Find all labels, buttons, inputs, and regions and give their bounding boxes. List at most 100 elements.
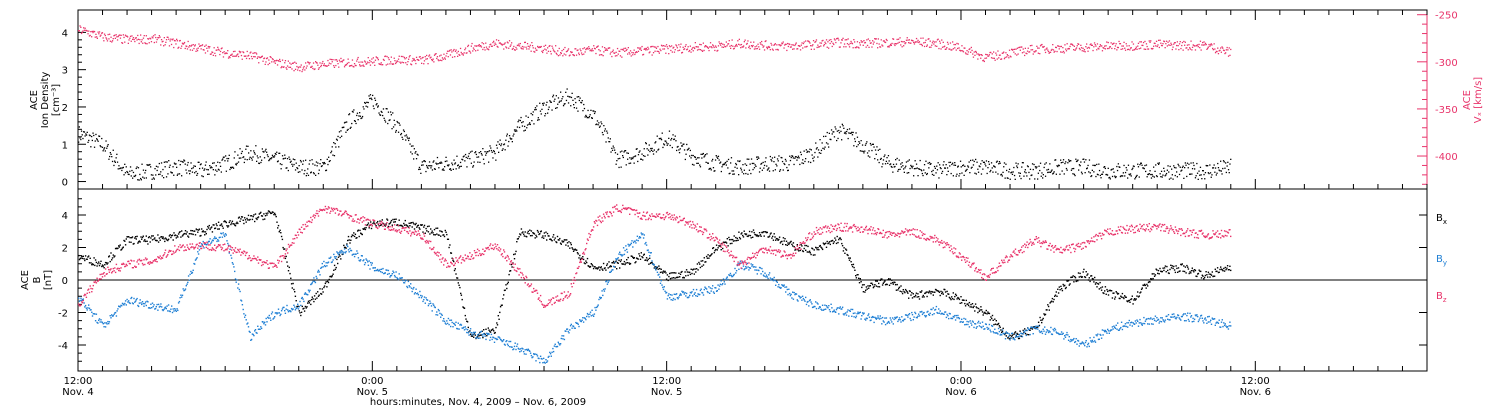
top-point [425,170,427,173]
top-point [268,159,270,162]
top-point [1217,167,1220,169]
bottom-point [300,314,302,317]
top-point [426,166,428,168]
top-point [600,54,602,56]
bottom-point [1203,278,1205,280]
bottom-point [176,308,178,310]
top-point [183,42,185,45]
top-point [607,47,609,49]
top-point [449,168,452,170]
bottom-point [137,242,139,244]
top-point [691,154,693,157]
bottom-point [859,278,861,280]
top-point [302,69,304,71]
bottom-point [187,236,190,238]
top-point [255,145,257,147]
top-point [739,44,741,46]
top-point [1157,162,1159,164]
top-point [393,119,395,121]
bottom-point [109,315,111,317]
bottom-point [867,285,869,287]
top-point [180,47,182,49]
top-point [531,42,533,44]
bottom-point [798,247,801,249]
bottom-point [891,281,894,284]
top-point [835,41,837,44]
bottom-point [964,302,966,305]
bottom-point [685,275,687,277]
top-point [881,166,883,168]
bottom-point [128,300,130,302]
top-point [661,45,663,47]
top-point [148,42,150,44]
bottom-point [186,283,188,285]
bottom-point [669,277,672,280]
top-point [607,137,609,139]
top-point [478,152,480,154]
bottom-point [921,296,924,298]
top-point [560,52,562,54]
top-point [810,149,812,151]
top-point [1147,173,1150,176]
bottom-point [146,300,148,302]
top-point [473,161,475,163]
top-point [872,40,874,42]
bottom-point [742,234,744,237]
top-point [1088,159,1091,161]
bottom-point [391,224,393,226]
bottom-point [881,278,883,280]
bottom-point [898,287,900,290]
top-point [743,41,745,43]
bottom-ytick-label: 2 [62,244,68,255]
bottom-point [692,268,695,270]
top-point [934,167,936,169]
top-point [188,46,190,48]
bottom-point [728,236,730,239]
bottom-point [1153,275,1156,277]
bottom-point [304,305,307,308]
top-point [1154,170,1156,172]
top-point [735,43,738,46]
top-point [376,103,378,105]
top-point [1069,160,1071,162]
bottom-point [468,331,470,333]
top-point [490,45,493,47]
top-point [667,47,669,50]
top-point [503,43,506,45]
top-point [1006,56,1008,58]
bottom-point [1129,301,1131,303]
top-point [341,135,343,137]
top-point [164,166,166,168]
top-point [488,46,490,48]
top-point [1096,49,1098,51]
top-point [1075,48,1077,50]
top-point [126,170,128,173]
top-point [905,42,907,44]
top-point [508,135,511,137]
bottom-point [1122,296,1124,299]
bottom-point [1117,293,1119,295]
bottom-point [779,242,782,244]
top-point [602,134,604,136]
bottom-point [234,224,236,226]
top-point [106,147,108,149]
top-point [123,174,125,176]
top-point [1136,48,1138,50]
bottom-point [815,247,818,249]
bottom-point [226,225,228,227]
bottom-point [1026,333,1028,336]
bottom-point [1163,267,1166,269]
top-point [464,160,466,162]
top-point [159,173,161,175]
top-point [688,50,690,53]
bottom-point [773,233,775,235]
top-point [806,151,808,153]
bottom-point [156,303,158,306]
bottom-point [80,297,82,299]
top-point [232,166,234,168]
top-point [555,95,557,97]
bottom-point [688,271,690,273]
bottom-point [1205,271,1207,273]
top-point [652,52,655,54]
bottom-point [502,298,504,300]
